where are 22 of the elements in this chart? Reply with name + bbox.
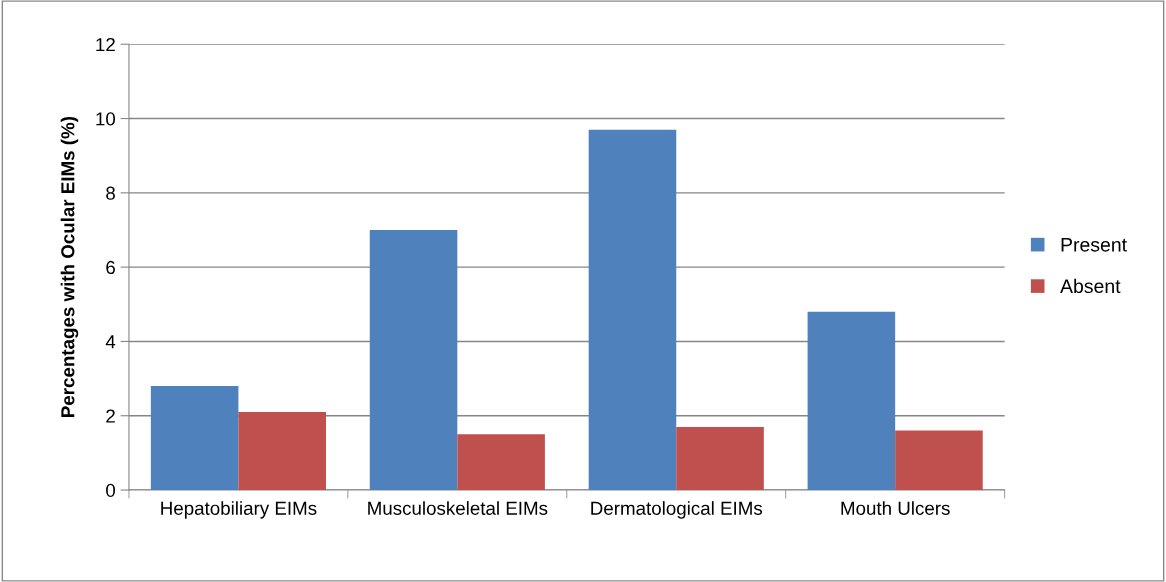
bar bbox=[588, 129, 677, 491]
bar bbox=[457, 434, 545, 491]
bar bbox=[238, 412, 326, 491]
y-tick-label: 6 bbox=[106, 260, 115, 275]
x-tick-label: Mouth Ulcers bbox=[841, 501, 950, 515]
y-tick-label: 0 bbox=[106, 483, 116, 498]
legend-label: Absent bbox=[1060, 278, 1121, 294]
y-tick-label: 12 bbox=[96, 37, 115, 52]
y-tick-label: 4 bbox=[105, 335, 116, 349]
y-tick-label: 10 bbox=[96, 112, 116, 126]
x-tick-label: Musculoskeletal EIMs bbox=[368, 501, 548, 515]
x-tick-label: Dermatological EIMs bbox=[591, 501, 763, 519]
bar bbox=[369, 229, 458, 491]
bar bbox=[150, 386, 239, 491]
legend-label: Present bbox=[1061, 238, 1127, 252]
y-tick-label: 2 bbox=[106, 409, 115, 423]
bar bbox=[807, 311, 896, 491]
x-tick-label: Hepatobiliary EIMs bbox=[161, 501, 317, 519]
bar bbox=[676, 426, 764, 491]
bar bbox=[895, 430, 983, 491]
y-tick-label: 8 bbox=[106, 186, 115, 200]
y-axis-title: Percentages with Ocular EIMs (%) bbox=[60, 116, 79, 417]
